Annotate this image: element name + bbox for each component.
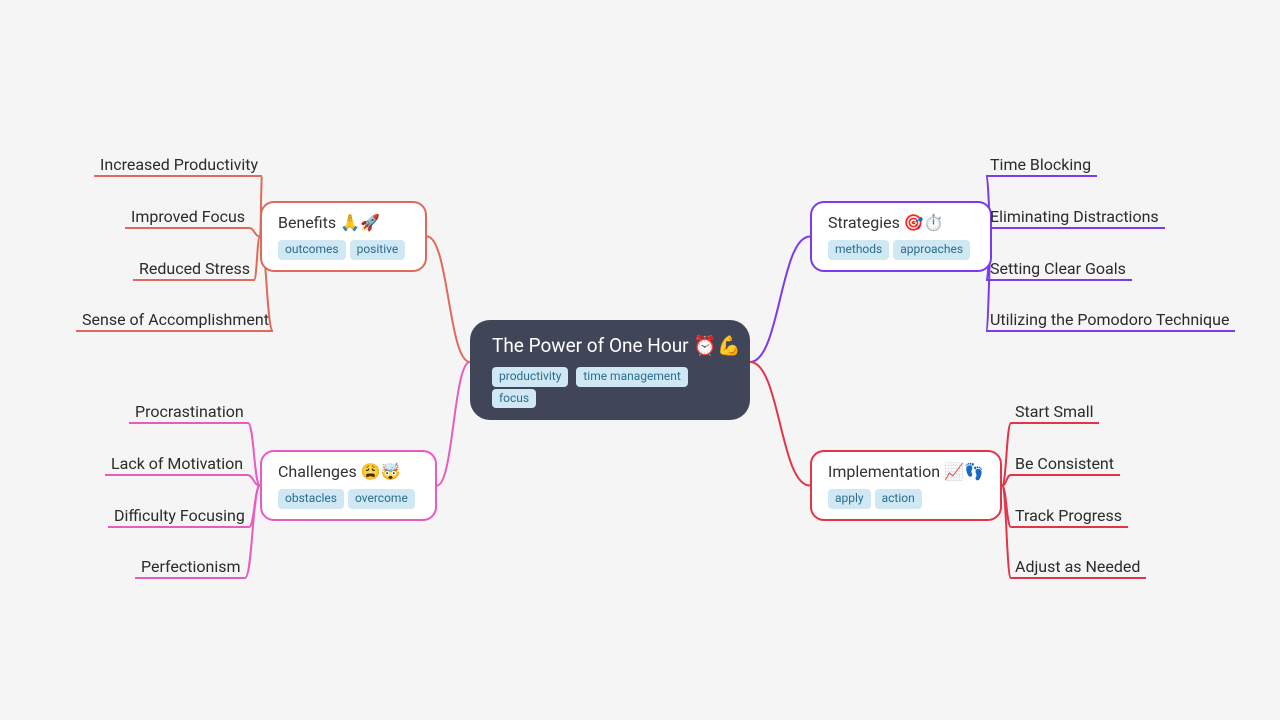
strategies-leaf[interactable]: Eliminating Distractions [990,207,1159,226]
tag: time management [576,367,687,387]
implementation-leaf[interactable]: Be Consistent [1015,454,1114,473]
implementation-leaf[interactable]: Start Small [1015,402,1093,421]
strategies-tags: methodsapproaches [828,238,974,260]
benefits-leaf[interactable]: Reduced Stress [139,259,250,278]
tag: overcome [348,489,415,509]
challenges-tags: obstaclesovercome [278,487,419,509]
tag: action [875,489,922,509]
strategies-leaf[interactable]: Utilizing the Pomodoro Technique [990,310,1229,329]
strategies-title: Strategies 🎯⏱️ [828,213,974,232]
benefits-title: Benefits 🙏🚀 [278,213,409,232]
challenges-leaf[interactable]: Lack of Motivation [111,454,243,473]
tag: apply [828,489,871,509]
tag: productivity [492,367,568,387]
benefits-tags: outcomespositive [278,238,409,260]
implementation-leaf[interactable]: Track Progress [1015,506,1122,525]
center-node[interactable]: The Power of One Hour ⏰💪 productivity ti… [470,320,750,420]
challenges-leaf[interactable]: Perfectionism [141,557,241,576]
strategies-leaf[interactable]: Time Blocking [990,155,1091,174]
challenges-node[interactable]: Challenges 😩🤯 obstaclesovercome [260,450,437,521]
strategies-node[interactable]: Strategies 🎯⏱️ methodsapproaches [810,201,992,272]
implementation-title: Implementation 📈👣 [828,462,984,481]
challenges-leaf[interactable]: Procrastination [135,402,244,421]
tag: outcomes [278,240,346,260]
benefits-leaf[interactable]: Improved Focus [131,207,245,226]
tag: methods [828,240,889,260]
center-tags: productivity time management focus [492,365,728,408]
tag: focus [492,389,536,409]
implementation-leaf[interactable]: Adjust as Needed [1015,557,1140,576]
tag: positive [350,240,406,260]
tag: approaches [893,240,970,260]
center-title: The Power of One Hour ⏰💪 [492,334,728,357]
challenges-title: Challenges 😩🤯 [278,462,419,481]
tag: obstacles [278,489,344,509]
strategies-leaf[interactable]: Setting Clear Goals [990,259,1126,278]
implementation-tags: applyaction [828,487,984,509]
benefits-node[interactable]: Benefits 🙏🚀 outcomespositive [260,201,427,272]
implementation-node[interactable]: Implementation 📈👣 applyaction [810,450,1002,521]
challenges-leaf[interactable]: Difficulty Focusing [114,506,245,525]
benefits-leaf[interactable]: Increased Productivity [100,155,258,174]
benefits-leaf[interactable]: Sense of Accomplishment [82,310,269,329]
